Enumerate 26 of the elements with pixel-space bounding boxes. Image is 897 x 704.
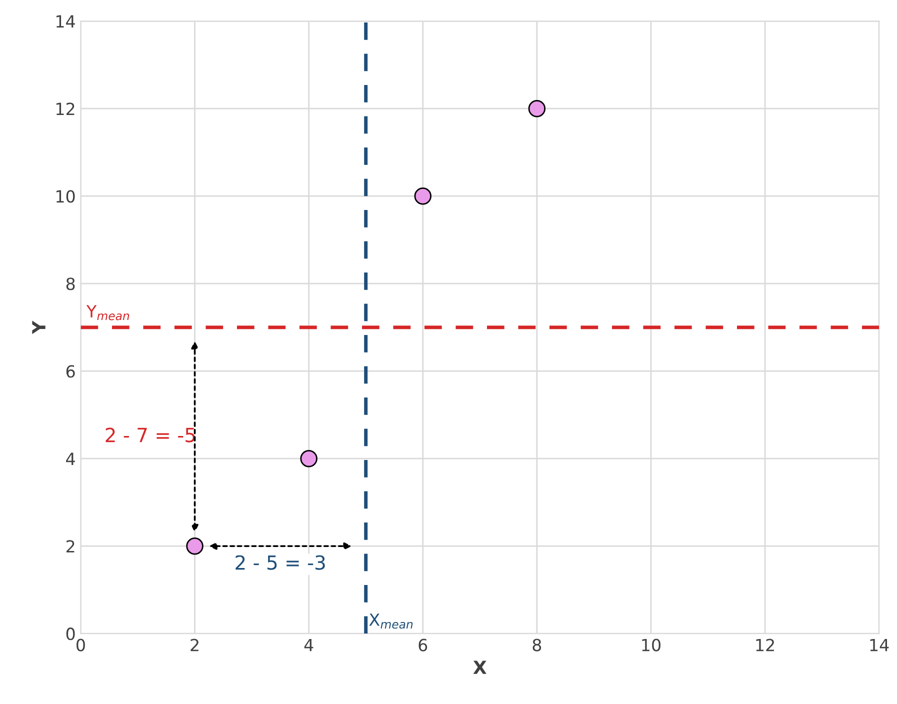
point	[186, 537, 204, 555]
point	[414, 188, 432, 205]
annotation: 2 - 7 = -5	[106, 428, 195, 442]
x-tick-label: 10	[642, 638, 660, 652]
x-tick-label: 8	[532, 638, 542, 652]
x-tick-label: 2	[190, 638, 198, 652]
y-tick-label: 4	[66, 452, 75, 465]
x-tick-label: 14	[870, 638, 889, 652]
y-tick-label: 6	[66, 365, 75, 378]
annotation: 2 - 5 = -3	[236, 555, 325, 570]
x-tick-label: 4	[304, 638, 314, 652]
y-tick-label: 10	[56, 190, 75, 203]
y-axis-title: Y	[32, 320, 46, 334]
point	[528, 100, 546, 118]
point	[300, 450, 318, 468]
y-tick-label: 0	[66, 628, 75, 640]
y-tick-label: 2	[66, 540, 74, 552]
ref-line-label: Y$_{mean}$	[86, 305, 130, 320]
x-tick-label: 6	[418, 638, 428, 652]
y-tick-label: 12	[56, 102, 74, 115]
x-tick-label: 12	[756, 638, 774, 652]
ref-line-label: X$_{mean}$	[369, 614, 413, 629]
y-tick-label: 14	[56, 15, 75, 28]
y-tick-label: 8	[66, 278, 75, 290]
x-axis-title: X	[473, 660, 486, 674]
x-tick-label: 0	[76, 638, 85, 652]
